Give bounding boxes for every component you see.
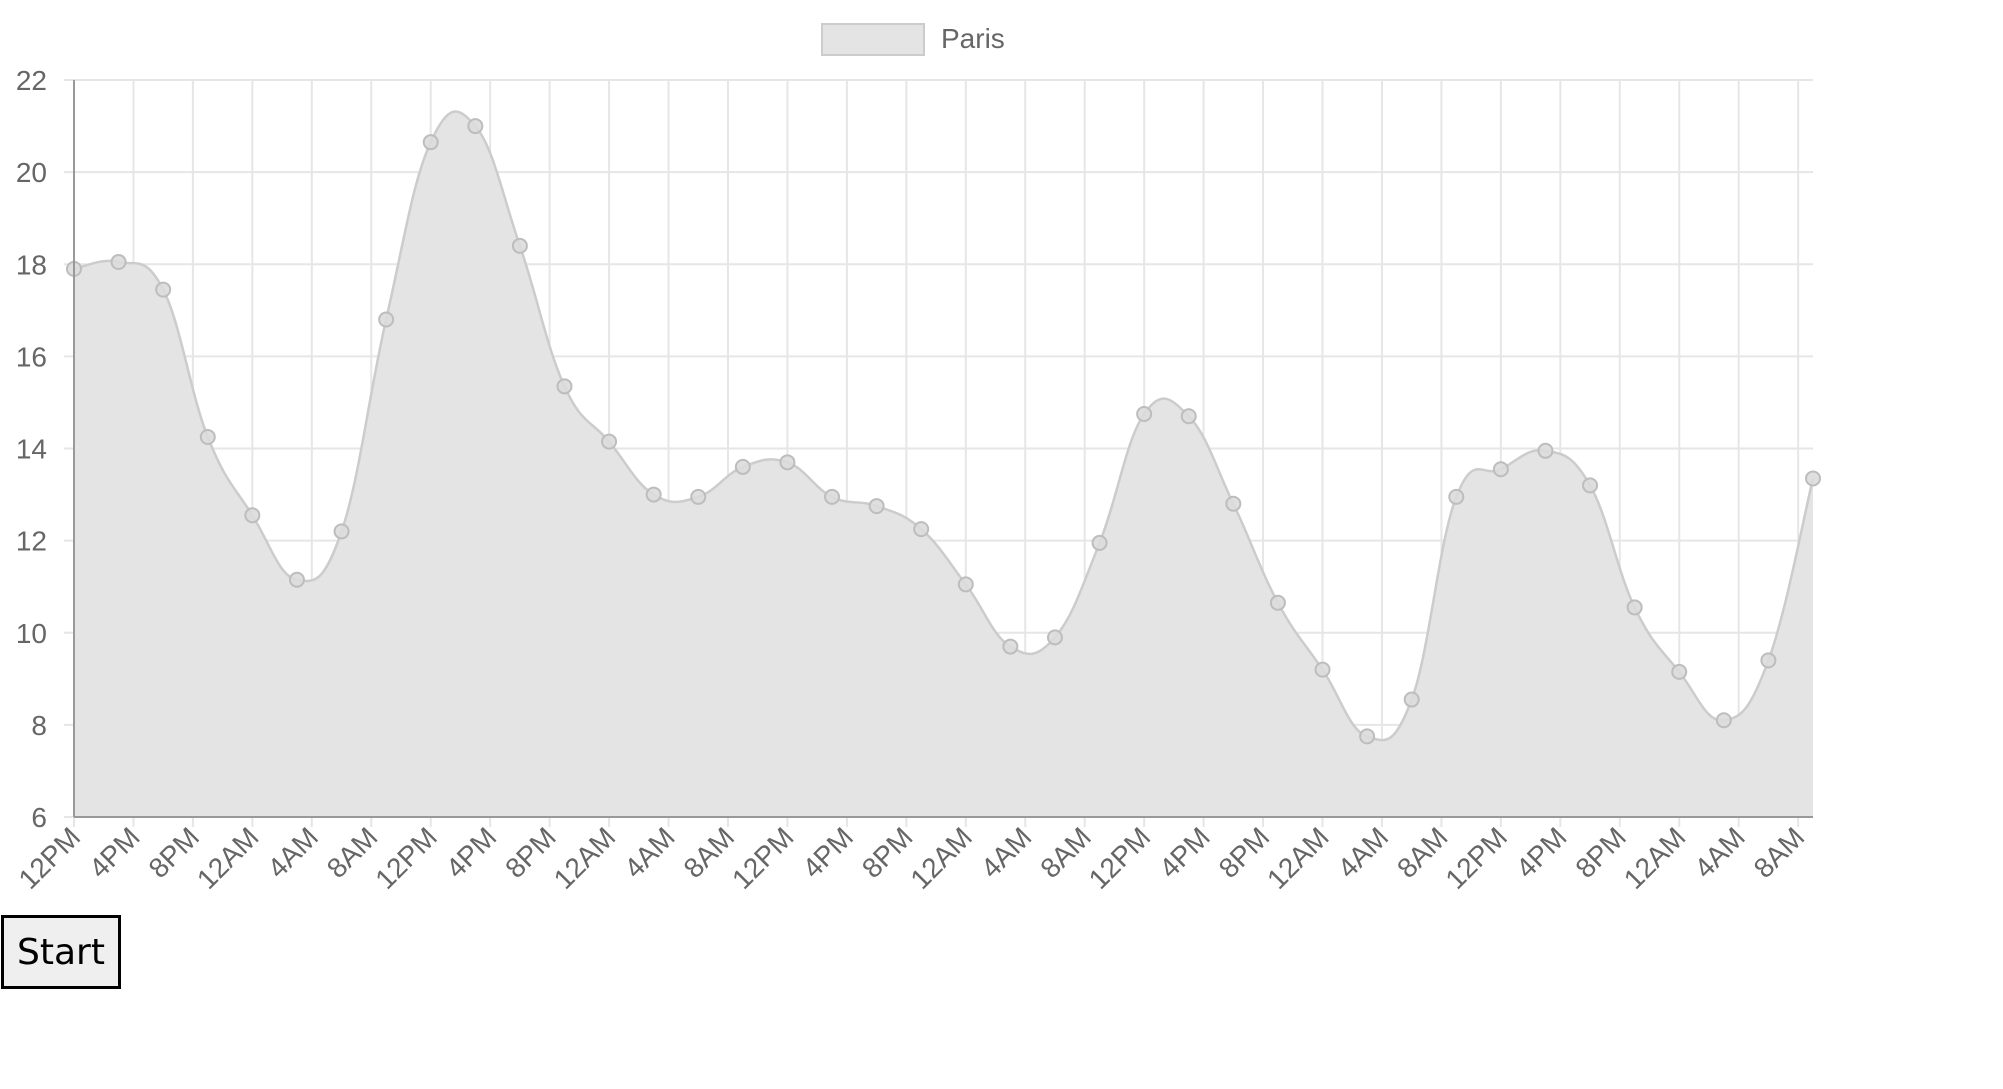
data-point[interactable]: [333, 523, 350, 540]
data-point[interactable]: [645, 486, 662, 503]
data-point[interactable]: [1760, 652, 1777, 669]
x-tick-label: 12AM: [904, 821, 978, 895]
chart-plot: [66, 110, 1821, 817]
data-point[interactable]: [1359, 728, 1376, 745]
x-tick-label: 12PM: [13, 821, 87, 895]
data-point[interactable]: [422, 134, 439, 151]
y-tick-label: 18: [16, 249, 47, 280]
x-tick-label: 12AM: [1618, 821, 1692, 895]
x-tick-label: 4PM: [83, 821, 146, 884]
data-point[interactable]: [467, 118, 484, 135]
data-point[interactable]: [824, 488, 841, 505]
data-point[interactable]: [1136, 405, 1153, 422]
data-point[interactable]: [1002, 638, 1019, 655]
y-tick-label: 6: [31, 802, 47, 833]
data-point[interactable]: [1448, 488, 1465, 505]
data-point[interactable]: [1626, 599, 1643, 616]
data-point[interactable]: [601, 433, 618, 450]
data-point[interactable]: [1269, 594, 1286, 611]
x-tick-label: 4AM: [618, 821, 681, 884]
data-point[interactable]: [378, 311, 395, 328]
x-tick-label: 8AM: [1748, 821, 1811, 884]
data-point[interactable]: [1715, 712, 1732, 729]
data-point[interactable]: [1671, 663, 1688, 680]
data-point[interactable]: [690, 488, 707, 505]
x-tick-label: 12AM: [191, 821, 265, 895]
start-button[interactable]: Start: [1, 915, 121, 989]
y-tick-label: 12: [16, 526, 47, 557]
y-tick-label: 22: [16, 65, 47, 96]
x-tick-label: 12AM: [1261, 821, 1335, 895]
data-point[interactable]: [1180, 408, 1197, 425]
x-tick-label: 12PM: [726, 821, 800, 895]
x-tick-label: 4PM: [796, 821, 859, 884]
x-tick-label: 12PM: [1083, 821, 1157, 895]
data-point[interactable]: [1537, 442, 1554, 459]
chart-legend[interactable]: Paris: [821, 23, 1005, 56]
x-tick-label: 4PM: [1510, 821, 1573, 884]
data-point[interactable]: [155, 281, 172, 298]
x-tick-label: 12PM: [1439, 821, 1513, 895]
data-point[interactable]: [868, 498, 885, 515]
data-point[interactable]: [199, 428, 216, 445]
temperature-chart: 681012141618202212PM4PM8PM12AM4AM8AM12PM…: [13, 23, 1821, 895]
data-point[interactable]: [1091, 534, 1108, 551]
data-point[interactable]: [1314, 661, 1331, 678]
series-area-paris: [74, 111, 1813, 817]
x-tick-label: 4PM: [1153, 821, 1216, 884]
series-line-paris: [73, 110, 1815, 742]
data-point[interactable]: [556, 378, 573, 395]
x-tick-label: 12PM: [369, 821, 443, 895]
y-tick-label: 14: [16, 434, 47, 465]
x-tick-label: 12AM: [548, 821, 622, 895]
data-point[interactable]: [110, 253, 127, 270]
x-tick-label: 4AM: [975, 821, 1038, 884]
data-point[interactable]: [1225, 495, 1242, 512]
x-tick-label: 4AM: [1688, 821, 1751, 884]
data-point[interactable]: [1805, 470, 1821, 487]
data-point[interactable]: [957, 576, 974, 593]
data-point[interactable]: [288, 571, 305, 588]
y-tick-label: 16: [16, 341, 47, 372]
data-point[interactable]: [1582, 477, 1599, 494]
data-point[interactable]: [734, 458, 751, 475]
x-tick-label: 4AM: [261, 821, 324, 884]
data-point[interactable]: [779, 454, 796, 471]
y-tick-label: 10: [16, 618, 47, 649]
data-point[interactable]: [1046, 629, 1063, 646]
y-tick-label: 20: [16, 157, 47, 188]
x-tick-label: 4PM: [440, 821, 503, 884]
legend-swatch-paris: [821, 23, 925, 56]
data-point[interactable]: [1403, 691, 1420, 708]
legend-label-paris: Paris: [941, 23, 1005, 54]
data-point[interactable]: [1492, 461, 1509, 478]
y-tick-label: 8: [31, 710, 47, 741]
data-point[interactable]: [511, 237, 528, 254]
data-point[interactable]: [244, 507, 261, 524]
data-point[interactable]: [913, 521, 930, 538]
x-tick-label: 4AM: [1332, 821, 1395, 884]
